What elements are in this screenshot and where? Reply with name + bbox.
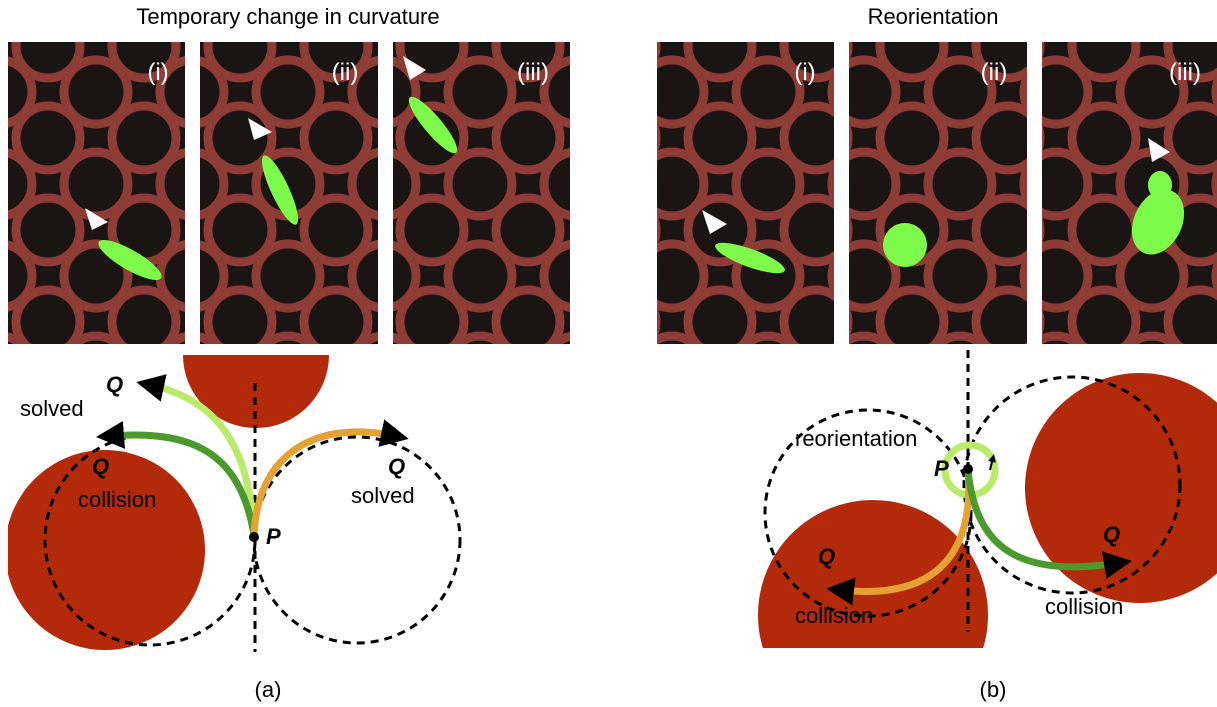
frame — [849, 42, 1027, 344]
label: solved — [351, 483, 415, 508]
panel-title: Reorientation — [868, 4, 999, 29]
obstacle — [5, 450, 205, 650]
mask — [0, 440, 8, 660]
frame-label: (i) — [794, 59, 815, 86]
label: collision — [795, 603, 873, 628]
frame — [1042, 42, 1217, 344]
frame — [393, 42, 570, 344]
frame-label: (i) — [147, 59, 168, 86]
label: P — [266, 524, 281, 549]
frame-label: (ii) — [332, 59, 359, 86]
caption: (b) — [980, 677, 1007, 702]
panel-title: Temporary change in curvature — [136, 4, 439, 29]
label: reorientation — [795, 426, 917, 451]
point-p — [963, 464, 973, 474]
frame-label: (iii) — [517, 59, 549, 86]
frame-label: (ii) — [981, 59, 1008, 86]
frame-label: (iii) — [1169, 59, 1201, 86]
diagram-b: reorientation P Q collision Q collision … — [758, 350, 1217, 707]
cell — [883, 223, 927, 267]
label: Q — [388, 454, 405, 479]
label: collision — [78, 487, 156, 512]
label: Q — [92, 454, 109, 479]
micrograph-frames: (i) (ii) (iii) (i) (ii) (iii) — [8, 42, 1217, 344]
cell — [1148, 171, 1172, 199]
label: Q — [1103, 522, 1120, 547]
label: Q — [106, 372, 123, 397]
label: Q — [818, 544, 835, 569]
frame — [8, 42, 185, 344]
caption: (a) — [255, 677, 282, 702]
dashed-circle — [254, 437, 460, 643]
label: collision — [1045, 594, 1123, 619]
point-p — [249, 532, 259, 542]
diagram-a: Q solved Q collision Q solved P (a) — [0, 282, 460, 702]
frame — [657, 42, 834, 344]
label: solved — [20, 396, 84, 421]
label: P — [934, 456, 949, 481]
figure: Temporary change in curvature Reorientat… — [0, 0, 1217, 707]
